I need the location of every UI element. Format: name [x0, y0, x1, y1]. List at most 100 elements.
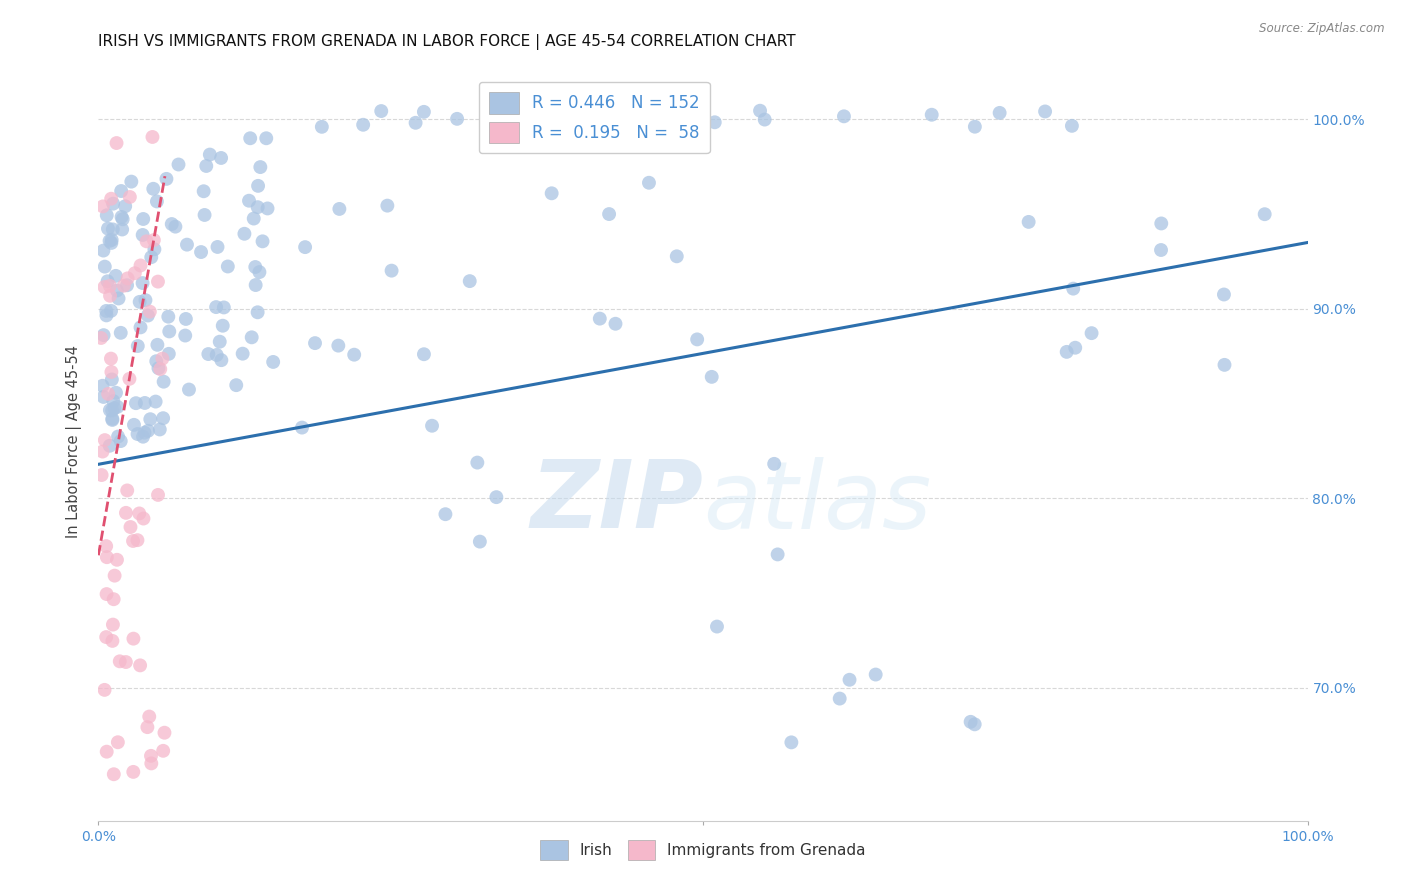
Point: [117, 271, 139, 285]
Point: [193, 184, 215, 198]
Point: [146, 194, 169, 209]
Point: [232, 346, 254, 360]
Text: ZIP: ZIP: [530, 456, 703, 549]
Point: [963, 717, 986, 731]
Point: [115, 655, 138, 669]
Point: [94, 260, 117, 274]
Point: [149, 422, 172, 436]
Point: [115, 483, 138, 498]
Point: [838, 673, 860, 687]
Point: [225, 378, 247, 392]
Point: [93, 280, 115, 294]
Text: Source: ZipAtlas.com: Source: ZipAtlas.com: [1260, 22, 1385, 36]
Point: [142, 233, 165, 247]
Point: [217, 260, 239, 274]
Point: [1064, 341, 1087, 355]
Point: [96, 208, 118, 222]
Legend: Irish, Immigrants from Grenada: Irish, Immigrants from Grenada: [534, 834, 872, 866]
Point: [766, 548, 789, 562]
Point: [107, 400, 129, 414]
Point: [1150, 243, 1173, 257]
Point: [574, 120, 596, 135]
Point: [114, 199, 136, 213]
Point: [246, 200, 269, 214]
Point: [485, 490, 508, 504]
Point: [101, 403, 124, 417]
Point: [352, 118, 374, 132]
Point: [598, 207, 620, 221]
Point: [91, 378, 114, 392]
Point: [136, 309, 159, 323]
Point: [343, 348, 366, 362]
Point: [145, 354, 167, 368]
Point: [96, 304, 118, 318]
Point: [131, 227, 153, 242]
Point: [103, 401, 125, 416]
Point: [1062, 282, 1084, 296]
Point: [127, 533, 149, 548]
Point: [97, 274, 120, 288]
Point: [242, 211, 264, 226]
Point: [152, 744, 174, 758]
Point: [129, 320, 152, 334]
Point: [291, 420, 314, 434]
Point: [96, 745, 118, 759]
Point: [111, 222, 134, 236]
Point: [125, 396, 148, 410]
Point: [118, 190, 141, 204]
Point: [149, 362, 172, 376]
Point: [107, 292, 129, 306]
Point: [131, 276, 153, 290]
Point: [294, 240, 316, 254]
Point: [249, 160, 271, 174]
Point: [122, 764, 145, 779]
Point: [198, 147, 221, 161]
Point: [101, 413, 124, 427]
Point: [589, 311, 612, 326]
Point: [101, 372, 124, 386]
Point: [142, 182, 165, 196]
Point: [413, 347, 436, 361]
Point: [754, 112, 776, 127]
Point: [132, 430, 155, 444]
Point: [405, 116, 427, 130]
Point: [108, 654, 131, 668]
Point: [1253, 207, 1275, 221]
Point: [238, 194, 260, 208]
Point: [988, 106, 1011, 120]
Point: [139, 304, 162, 318]
Point: [96, 309, 118, 323]
Point: [139, 412, 162, 426]
Point: [135, 235, 157, 249]
Point: [115, 506, 138, 520]
Point: [1213, 358, 1236, 372]
Point: [247, 178, 270, 193]
Point: [468, 534, 491, 549]
Point: [105, 385, 128, 400]
Point: [963, 120, 986, 134]
Point: [152, 375, 174, 389]
Point: [420, 418, 443, 433]
Point: [96, 539, 118, 553]
Point: [134, 396, 156, 410]
Point: [134, 293, 156, 307]
Point: [91, 444, 114, 458]
Point: [167, 157, 190, 171]
Point: [120, 520, 142, 534]
Point: [129, 259, 152, 273]
Point: [93, 244, 115, 258]
Point: [105, 136, 128, 150]
Point: [239, 131, 262, 145]
Point: [94, 433, 117, 447]
Point: [311, 120, 333, 134]
Point: [128, 507, 150, 521]
Point: [111, 212, 134, 227]
Point: [128, 294, 150, 309]
Point: [605, 317, 627, 331]
Point: [249, 265, 271, 279]
Point: [832, 109, 855, 123]
Point: [434, 507, 457, 521]
Point: [304, 336, 326, 351]
Point: [208, 334, 231, 349]
Point: [96, 587, 118, 601]
